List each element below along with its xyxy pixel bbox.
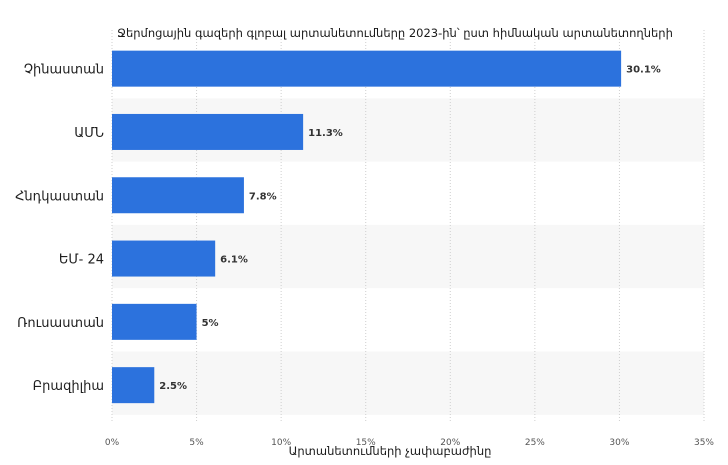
row-band bbox=[112, 351, 704, 415]
bar bbox=[112, 367, 155, 404]
x-tick-label: 20% bbox=[440, 438, 460, 448]
value-label: 5% bbox=[202, 318, 219, 329]
bar bbox=[112, 240, 216, 277]
value-label: 30.1% bbox=[626, 65, 661, 76]
bar bbox=[112, 303, 197, 340]
x-tick-label: 25% bbox=[525, 438, 545, 448]
value-label: 7.8% bbox=[249, 191, 277, 202]
x-tick-label: 10% bbox=[271, 438, 291, 448]
category-label: ԵՄ- 24 bbox=[59, 253, 104, 268]
x-tick-labels: 0% 5% 10% 15% 20% 25% 30% 35% bbox=[105, 438, 715, 448]
chart-title: Ջերմոցային գազերի գլոբալ արտանետումները … bbox=[117, 26, 673, 40]
bar bbox=[112, 113, 304, 150]
x-tick-label: 30% bbox=[609, 438, 629, 448]
value-label: 6.1% bbox=[220, 255, 248, 266]
value-label: 2.5% bbox=[159, 381, 187, 392]
category-labels: Չինաստան ԱՄՆ Հնդկաստան ԵՄ- 24 Ռուսաստան Բրազի… bbox=[15, 63, 104, 394]
x-tick-label: 35% bbox=[694, 438, 714, 448]
category-label: Ռուսաստան bbox=[17, 316, 104, 331]
category-label: ԱՄՆ bbox=[74, 126, 104, 141]
gridlines bbox=[111, 30, 705, 423]
bar bbox=[112, 50, 622, 87]
row-bands bbox=[112, 98, 704, 415]
bars bbox=[112, 50, 622, 404]
bar bbox=[112, 177, 244, 214]
value-label: 11.3% bbox=[308, 128, 343, 139]
category-label: Բրազիլիա bbox=[33, 379, 104, 394]
category-label: Հնդկաստան bbox=[15, 189, 104, 204]
value-labels: 30.1% 11.3% 7.8% 6.1% 5% 2.5% bbox=[159, 65, 661, 392]
x-tick-label: 5% bbox=[189, 438, 204, 448]
category-label: Չինաստան bbox=[24, 63, 104, 78]
x-axis-title: Արտանետումների չափաբաժինը bbox=[289, 444, 492, 458]
x-tick-label: 0% bbox=[105, 438, 120, 448]
x-tick-label: 15% bbox=[356, 438, 376, 448]
